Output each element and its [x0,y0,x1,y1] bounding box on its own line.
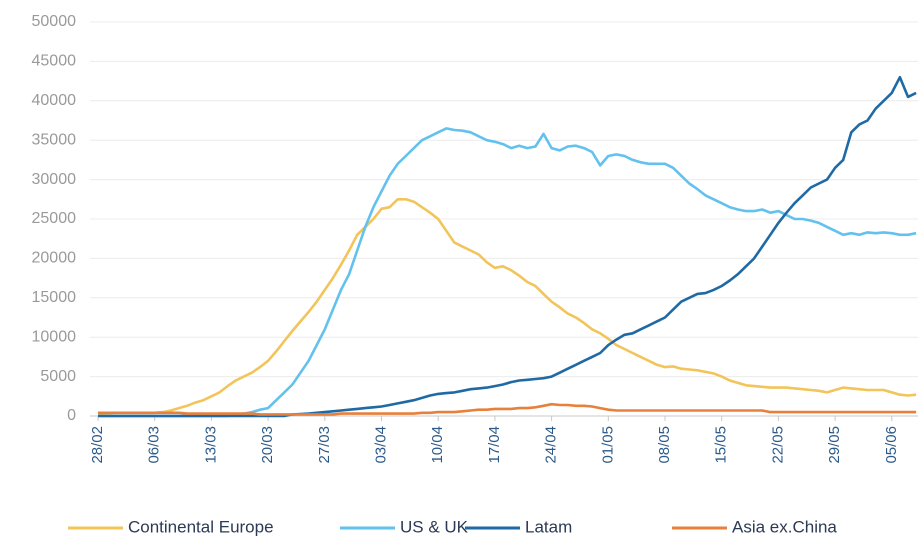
series-line [98,402,917,416]
y-tick-label: 20000 [32,250,77,267]
x-tick-label: 24/04 [543,426,560,464]
y-tick-label: 25000 [32,210,77,227]
x-tick-label: 17/04 [486,426,503,464]
x-tick-label: 08/05 [656,426,673,464]
legend-label: Asia ex.China [732,517,837,536]
y-tick-label: 5000 [40,368,76,385]
x-tick-label: 27/03 [316,426,333,464]
legend-label: US & UK [400,517,469,536]
legend-label: Continental Europe [128,517,274,536]
x-tick-label: 10/04 [429,426,446,464]
y-tick-label: 45000 [32,53,77,70]
y-tick-label: 10000 [32,328,77,345]
legend-label: Latam [525,517,572,536]
x-tick-label: 06/03 [146,426,163,464]
y-tick-label: 50000 [32,13,77,30]
y-tick-label: 15000 [32,289,77,306]
x-tick-label: 28/02 [89,426,106,464]
x-tick-label: 15/05 [713,426,730,464]
y-tick-label: 30000 [32,171,77,188]
series-line [98,198,917,415]
x-tick-label: 01/05 [599,426,616,464]
x-tick-label: 03/04 [372,426,389,464]
x-tick-label: 13/03 [202,426,219,464]
y-tick-label: 0 [67,407,76,424]
x-tick-label: 05/06 [883,426,900,464]
y-tick-label: 35000 [32,131,77,148]
series-line [98,127,917,418]
x-tick-label: 22/05 [769,426,786,464]
x-tick-label: 29/05 [826,426,843,464]
y-tick-label: 40000 [32,92,77,109]
series-line [98,75,917,418]
x-tick-label: 20/03 [259,426,276,464]
